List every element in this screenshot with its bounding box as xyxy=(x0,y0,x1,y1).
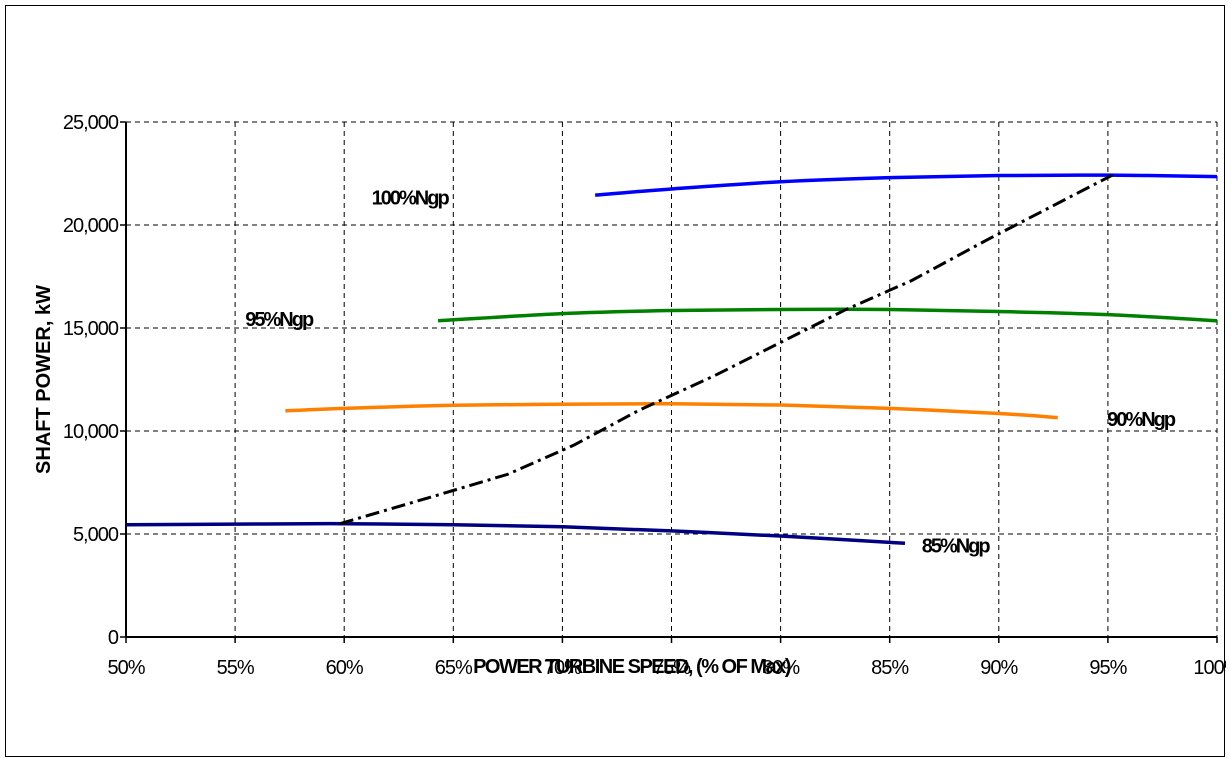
series-line-90ngp xyxy=(285,402,1058,420)
y-tick-label: 15,000 xyxy=(63,318,119,340)
axes: 50% 55% 60% 65% 70% 75% 80% 85% 90% 95% 100% 0 5,000… xyxy=(63,112,1226,679)
x-tick-label: 80% xyxy=(762,657,800,679)
y-axis-title: SHAFT POWER, kW xyxy=(33,285,55,474)
x-tick-label: 85% xyxy=(871,657,909,679)
gridlines xyxy=(126,121,1218,637)
series-line-85ngp xyxy=(125,521,906,546)
operating-line xyxy=(339,173,1113,526)
x-tick-label: 100% xyxy=(1193,657,1226,679)
chart-svg: 50% 55% 60% 65% 70% 75% 80% 85% 90% 95% 100% 0 5,000… xyxy=(33,112,1226,679)
series-label: 100%Ngp xyxy=(372,187,450,209)
y-tick-label: 5,000 xyxy=(73,524,119,546)
y-tick-label: 20,000 xyxy=(63,215,119,237)
series-line-95ngp xyxy=(437,307,1218,323)
x-tick-label: 60% xyxy=(326,657,364,679)
x-tick-label: 50% xyxy=(107,657,145,679)
series-label: 90%Ngp xyxy=(1107,409,1176,431)
y-tick-label: 25,000 xyxy=(63,112,119,134)
x-axis-title: POWER TURBINE SPEED, (% OF Max) xyxy=(473,656,791,678)
series-label: 85%Ngp xyxy=(922,536,991,558)
series-labels: 100%Ngp 95%Ngp 90%Ngp 85%Ngp xyxy=(245,187,1178,558)
series-lines xyxy=(125,173,1218,546)
y-tick-label: 10,000 xyxy=(63,421,119,443)
x-tick-label: 70% xyxy=(544,657,582,679)
x-tick-label: 55% xyxy=(217,657,255,679)
y-tick-label: 0 xyxy=(108,627,119,649)
series-line-100ngp xyxy=(594,173,1218,197)
x-tick-label: 90% xyxy=(980,657,1018,679)
x-tick-label: 75% xyxy=(653,657,691,679)
x-tick-label: 95% xyxy=(1089,657,1127,679)
series-label: 95%Ngp xyxy=(245,309,314,331)
x-tick-label: 65% xyxy=(435,657,473,679)
chart-frame: 50% 55% 60% 65% 70% 75% 80% 85% 90% 95% 100% 0 5,000… xyxy=(5,5,1226,757)
